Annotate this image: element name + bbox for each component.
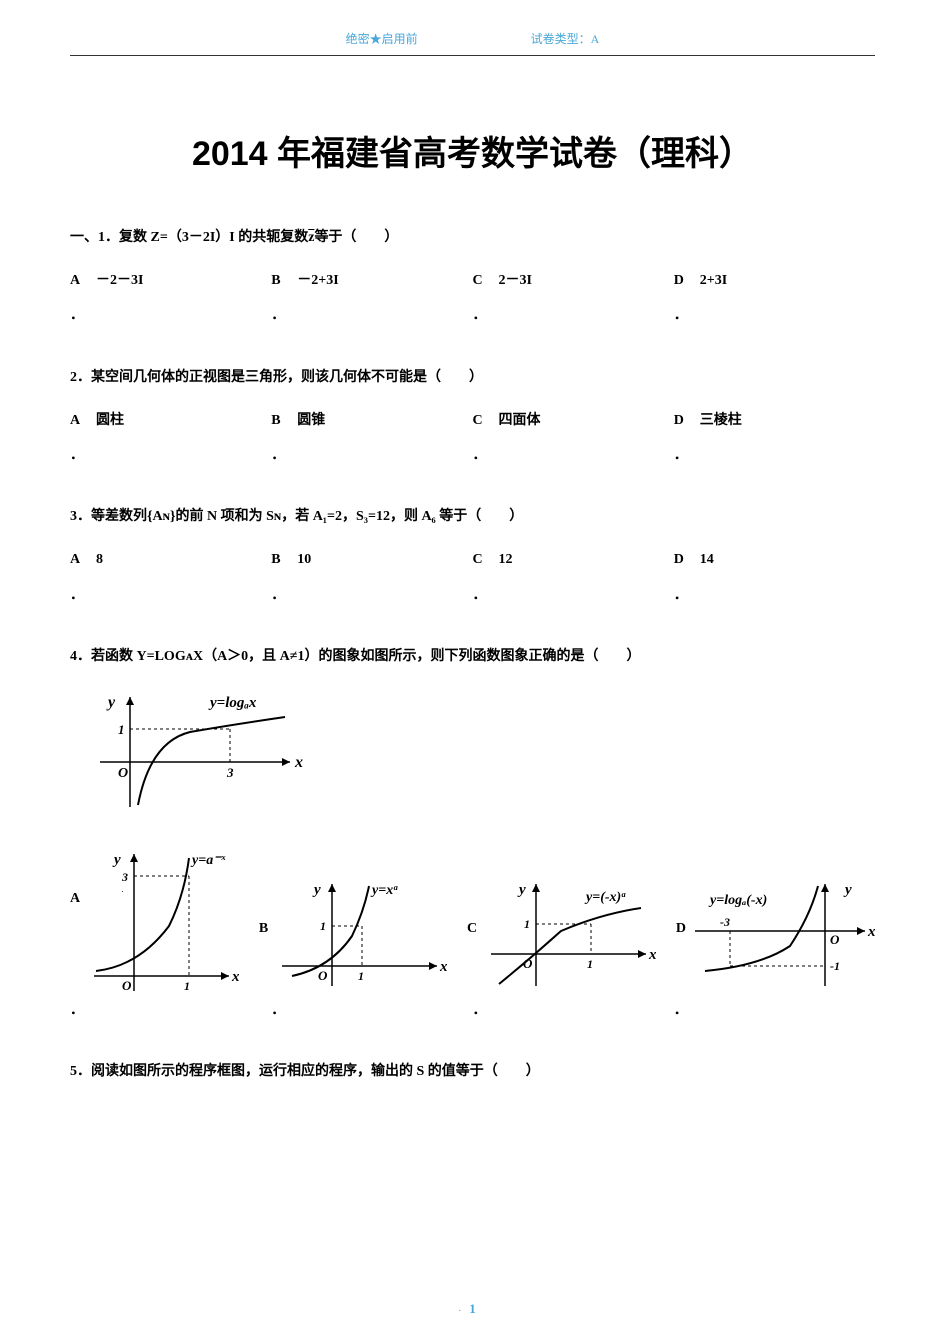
q2-dots: ． ． ． ． [70, 443, 875, 468]
graph-d-svg: y x O -3 -1 y=logₐ(-x) [690, 876, 875, 996]
q2-option-c: C四面体 [473, 408, 674, 433]
header: 绝密★启用前 试卷类型：A [70, 30, 875, 56]
svg-text:y=logₐ(-x): y=logₐ(-x) [708, 893, 767, 908]
svg-text:y: y [106, 694, 116, 711]
page-dot: . [459, 1303, 462, 1314]
q2-options: A圆柱 B圆锥 C四面体 D三棱柱 [70, 408, 875, 433]
svg-text:1: 1 [587, 957, 593, 971]
svg-text:y: y [517, 882, 526, 898]
q1-option-a: A－2－3I [70, 268, 271, 293]
question-4-text: 4．若函数 Y=LOGᴀX（A＞0，且 A≠1）的图象如图所示，则下列函数图象正… [70, 644, 875, 669]
q1-prefix: 一、1．复数 Z=（3－2I）I 的共轭复数 [70, 230, 308, 245]
graph-a-svg: y x O 3 1 y=a⁻ˣ . [84, 846, 239, 996]
svg-text:x: x [231, 969, 239, 985]
q3-options: A8 B10 C12 D14 [70, 547, 875, 572]
question-3-text: 3．等差数列{Aɴ}的前 N 项和为 Sɴ，若 A₁=2，S₃=12，则 A₆ … [70, 504, 875, 529]
svg-text:x: x [439, 959, 447, 975]
q2-option-d: D三棱柱 [674, 408, 875, 433]
svg-text:3: 3 [121, 870, 128, 884]
q1-dots: ． ． ． ． [70, 303, 875, 328]
question-5-text: 5．阅读如图所示的程序框图，运行相应的程序，输出的 S 的值等于（ ） [70, 1059, 875, 1084]
question-1: 一、1．复数 Z=（3－2I）I 的共轭复数z等于（ ） A－2－3I B－2+… [70, 225, 875, 329]
svg-text:x: x [294, 754, 303, 771]
svg-text:y=logₐx: y=logₐx [208, 695, 257, 711]
q3-dots: ． ． ． ． [70, 583, 875, 608]
question-2-text: 2．某空间几何体的正视图是三角形，则该几何体不可能是（ ） [70, 365, 875, 390]
svg-text:x: x [867, 924, 875, 940]
svg-text:-3: -3 [720, 915, 730, 929]
svg-text:O: O [830, 932, 840, 947]
q1-suffix: 等于（ ） [314, 230, 398, 245]
q4-graph-a: A y x O 3 1 y=a⁻ˣ . [70, 846, 239, 996]
page-title: 2014 年福建省高考数学试卷（理科） [70, 126, 875, 175]
q3-option-c: C12 [473, 547, 674, 572]
q1-options: A－2－3I B－2+3I C2－3I D2+3I [70, 268, 875, 293]
graph-b-svg: y x O 1 1 y=xᵃ [272, 876, 447, 996]
q1-option-b: B－2+3I [271, 268, 472, 293]
svg-text:.: . [122, 888, 124, 894]
q4-main-graph: y x O 1 3 y=logₐx [90, 687, 875, 826]
q1-option-d: D2+3I [674, 268, 875, 293]
graph-c-svg: y x O 1 1 y=(-x)ᵃ [481, 876, 656, 996]
svg-text:O: O [118, 766, 128, 781]
q4-graph-c: C y x O 1 1 y=(-x)ᵃ [467, 876, 656, 996]
question-4: 4．若函数 Y=LOGᴀX（A＞0，且 A≠1）的图象如图所示，则下列函数图象正… [70, 644, 875, 1024]
graph-logax: y x O 1 3 y=logₐx [90, 687, 310, 817]
svg-text:y: y [312, 882, 321, 898]
svg-text:O: O [318, 968, 328, 983]
q3-option-b: B10 [271, 547, 472, 572]
svg-text:1: 1 [358, 969, 364, 983]
svg-text:3: 3 [226, 765, 234, 780]
svg-text:1: 1 [524, 917, 530, 931]
svg-text:1: 1 [118, 722, 125, 737]
q4-dots: ． ． ． ． [70, 998, 875, 1023]
svg-text:y=(-x)ᵃ: y=(-x)ᵃ [584, 890, 626, 905]
q4-graph-d: D y x O -3 -1 y=logₐ(-x) [676, 876, 875, 996]
page-number: 1 [469, 1301, 476, 1317]
svg-text:x: x [648, 947, 656, 963]
svg-text:y: y [843, 882, 852, 898]
question-3: 3．等差数列{Aɴ}的前 N 项和为 Sɴ，若 A₁=2，S₃=12，则 A₆ … [70, 504, 875, 608]
header-right: 试卷类型：A [531, 30, 600, 47]
q4-graph-b: B y x O 1 1 y=xᵃ [259, 876, 447, 996]
question-2: 2．某空间几何体的正视图是三角形，则该几何体不可能是（ ） A圆柱 B圆锥 C四… [70, 365, 875, 469]
question-1-text: 一、1．复数 Z=（3－2I）I 的共轭复数z等于（ ） [70, 225, 875, 250]
header-left: 绝密★启用前 [346, 30, 418, 47]
q3-option-d: D14 [674, 547, 875, 572]
svg-text:O: O [122, 978, 132, 993]
svg-text:1: 1 [320, 919, 326, 933]
svg-text:y=a⁻ˣ: y=a⁻ˣ [190, 853, 226, 868]
q2-option-b: B圆锥 [271, 408, 472, 433]
svg-text:1: 1 [184, 979, 190, 993]
svg-text:-1: -1 [830, 959, 840, 973]
question-5: 5．阅读如图所示的程序框图，运行相应的程序，输出的 S 的值等于（ ） [70, 1059, 875, 1084]
q4-options-graphs: A y x O 3 1 y=a⁻ˣ . B [70, 846, 875, 996]
svg-text:y=xᵃ: y=xᵃ [370, 883, 398, 898]
svg-text:O: O [523, 956, 533, 971]
q3-option-a: A8 [70, 547, 271, 572]
q2-option-a: A圆柱 [70, 408, 271, 433]
svg-text:y: y [112, 852, 121, 868]
q1-option-c: C2－3I [473, 268, 674, 293]
